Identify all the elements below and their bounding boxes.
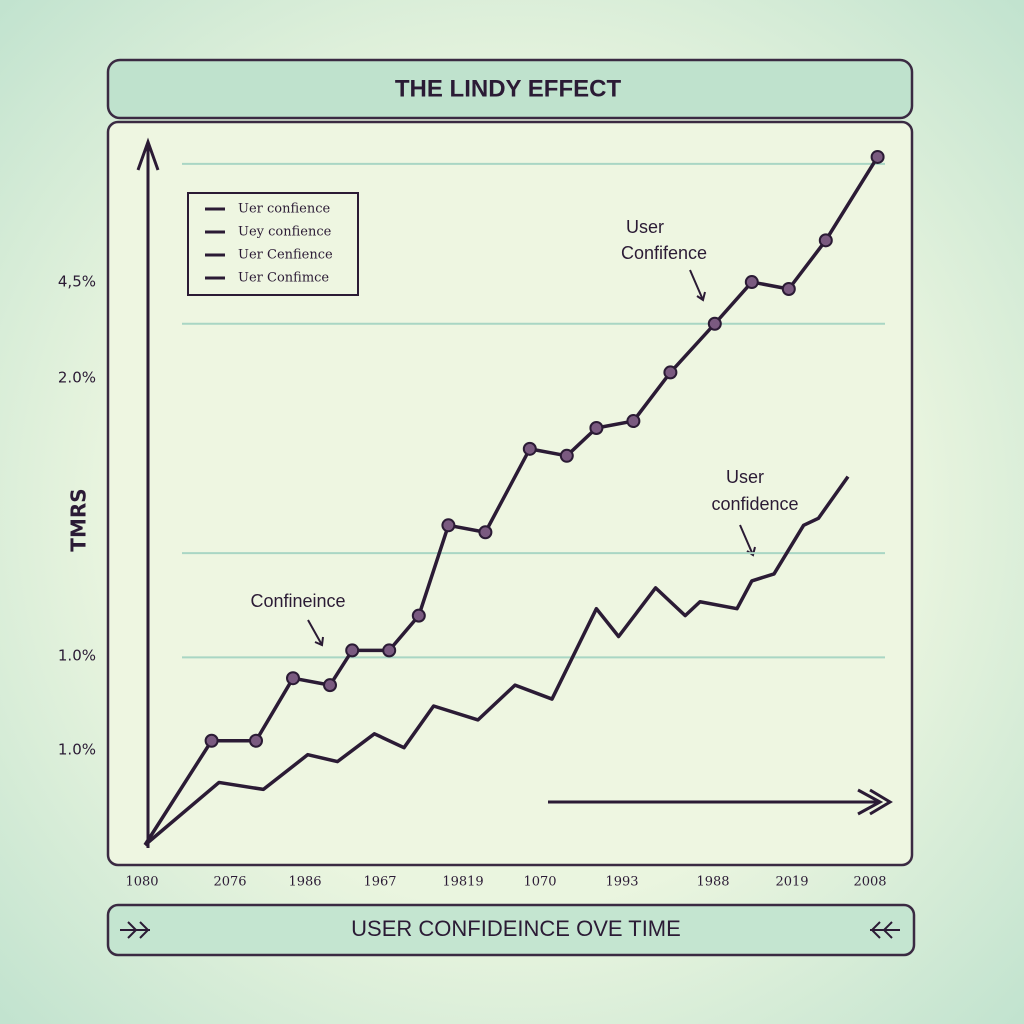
title-box [106, 58, 914, 120]
data-point [411, 608, 426, 623]
data-line [143, 475, 850, 847]
data-point [478, 525, 493, 540]
x-tick-label: 1080 [125, 875, 158, 890]
data-point [382, 643, 397, 658]
x-tick-label: 1070 [523, 875, 556, 890]
legend-label: Uer confience [238, 202, 330, 217]
plot-panel [106, 120, 914, 867]
y-tick-label: 1.0% [58, 741, 96, 759]
data-point [522, 441, 537, 456]
x-tick-label: 1986 [288, 875, 321, 890]
data-point [249, 733, 263, 748]
data-point [663, 365, 678, 380]
data-point [589, 421, 604, 435]
data-point [559, 448, 574, 463]
data-point [744, 275, 759, 290]
data-point [323, 678, 337, 693]
annotation: User [626, 217, 664, 237]
x-tick-label: 1988 [696, 875, 729, 890]
y-tick-label: 4,5% [58, 273, 96, 291]
x-tick-label: 1993 [605, 875, 638, 890]
x-tick-label: 2008 [853, 875, 886, 890]
data-point [286, 671, 300, 686]
data-point [345, 643, 360, 658]
chart-title: THE LINDY EFFECT [395, 75, 622, 102]
annotation: Confifence [621, 243, 707, 263]
data-point [441, 518, 456, 533]
subtitle-box [106, 903, 916, 957]
x-tick-label: 2076 [213, 875, 246, 890]
leaf-ornaments [120, 921, 900, 939]
legend-label: Uer Cenfience [238, 248, 333, 263]
annotation: Confineince [250, 591, 345, 611]
x-tick-label: 2019 [775, 875, 808, 890]
x-tick-label: 19819 [442, 875, 483, 890]
data-point [707, 316, 722, 331]
annotation: User [726, 467, 764, 487]
data-point [626, 414, 641, 429]
y-tick-label: 2.0% [58, 369, 96, 387]
data-point [781, 282, 796, 296]
data-point [204, 733, 219, 748]
y-axis-label: TMRS [67, 488, 91, 551]
data-point [870, 149, 885, 164]
legend-label: Uer Confimce [238, 271, 329, 286]
data-point [818, 233, 833, 248]
annotation: confidence [711, 494, 798, 514]
axis-arrows [136, 137, 893, 848]
chart-subtitle: USER CONFIDEINCE OVE TIME [351, 916, 681, 941]
legend-label: Uey confience [238, 225, 332, 240]
x-tick-label: 1967 [363, 875, 396, 890]
y-tick-label: 1.0% [58, 647, 96, 665]
